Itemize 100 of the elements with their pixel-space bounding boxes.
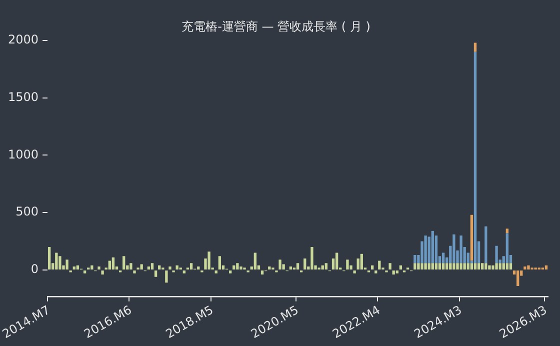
bar — [474, 263, 477, 270]
bar — [55, 252, 58, 270]
bar — [434, 263, 438, 270]
bar — [72, 266, 76, 270]
bar — [58, 256, 62, 270]
bar — [502, 263, 505, 270]
bar — [378, 260, 381, 270]
bar — [509, 263, 512, 270]
bar — [399, 265, 402, 270]
bar — [466, 263, 470, 270]
bar — [278, 260, 282, 270]
bar — [414, 263, 416, 270]
bar — [492, 265, 494, 270]
chart-title: 充電樁-運營商 — 營收成長率 ( 月 ) — [182, 19, 370, 34]
bar — [392, 270, 395, 275]
bar — [296, 263, 300, 270]
bar — [498, 263, 502, 270]
bar — [456, 263, 459, 270]
bar — [470, 214, 474, 261]
bar — [76, 265, 80, 270]
bar — [232, 265, 236, 270]
bar — [484, 226, 488, 264]
bar — [122, 256, 126, 270]
bar — [442, 263, 445, 270]
bar — [218, 256, 222, 270]
bar — [388, 263, 392, 270]
bar — [83, 270, 86, 274]
bar — [182, 270, 186, 274]
bar — [446, 263, 448, 270]
bar — [289, 266, 292, 270]
bar — [133, 270, 136, 274]
bar — [90, 265, 94, 270]
bar — [101, 270, 104, 275]
bar — [240, 266, 242, 270]
bar — [353, 270, 356, 274]
bar — [506, 263, 509, 270]
bar — [324, 263, 328, 270]
bar — [176, 265, 178, 270]
bar — [428, 263, 430, 270]
bar — [495, 263, 498, 270]
bar — [477, 263, 480, 270]
bar — [154, 270, 158, 277]
bar — [268, 266, 271, 270]
bar — [460, 236, 462, 264]
bar — [197, 266, 200, 270]
bar — [484, 263, 488, 270]
bar — [335, 252, 338, 270]
y-tick-label: 2000 — [8, 32, 39, 47]
bar — [360, 254, 363, 270]
bar — [431, 230, 434, 264]
bar — [98, 266, 100, 270]
bar — [424, 263, 427, 270]
bar — [310, 247, 314, 270]
bar — [495, 246, 498, 264]
bar — [488, 265, 491, 270]
y-tick-label: 1000 — [8, 147, 39, 162]
bar — [474, 52, 477, 264]
bar — [544, 265, 548, 270]
bar — [190, 263, 193, 270]
bar — [420, 263, 424, 270]
bar — [214, 270, 218, 274]
bar — [140, 264, 143, 270]
bar — [346, 260, 349, 270]
bar — [165, 270, 168, 283]
bar — [112, 257, 115, 270]
bar — [438, 263, 442, 270]
bar — [304, 258, 306, 270]
bar — [516, 270, 520, 286]
bar — [66, 260, 68, 270]
bar — [168, 266, 172, 270]
bar — [506, 233, 509, 264]
bar — [424, 236, 427, 264]
bar — [481, 263, 484, 270]
bar — [414, 255, 416, 264]
bar — [374, 270, 378, 274]
bar — [370, 265, 374, 270]
bar — [470, 263, 474, 270]
bar — [474, 42, 477, 52]
bar — [254, 252, 257, 270]
bar — [48, 247, 51, 270]
bar — [524, 266, 526, 270]
bar — [396, 270, 398, 274]
bar — [417, 263, 420, 270]
bar — [506, 228, 509, 234]
bar — [442, 252, 445, 264]
bar — [150, 263, 154, 270]
bar — [356, 258, 360, 270]
bar — [130, 263, 132, 270]
y-tick-label: 0 — [30, 262, 39, 276]
bar — [460, 263, 462, 270]
bar — [236, 263, 239, 270]
bar — [260, 270, 264, 275]
bar — [108, 260, 111, 270]
bar — [452, 263, 456, 270]
bar — [208, 252, 210, 270]
bar — [158, 265, 161, 270]
bar — [147, 266, 150, 270]
y-tick-label: 500 — [16, 204, 39, 219]
y-tick-label: 1500 — [8, 90, 39, 104]
bar — [449, 263, 452, 270]
